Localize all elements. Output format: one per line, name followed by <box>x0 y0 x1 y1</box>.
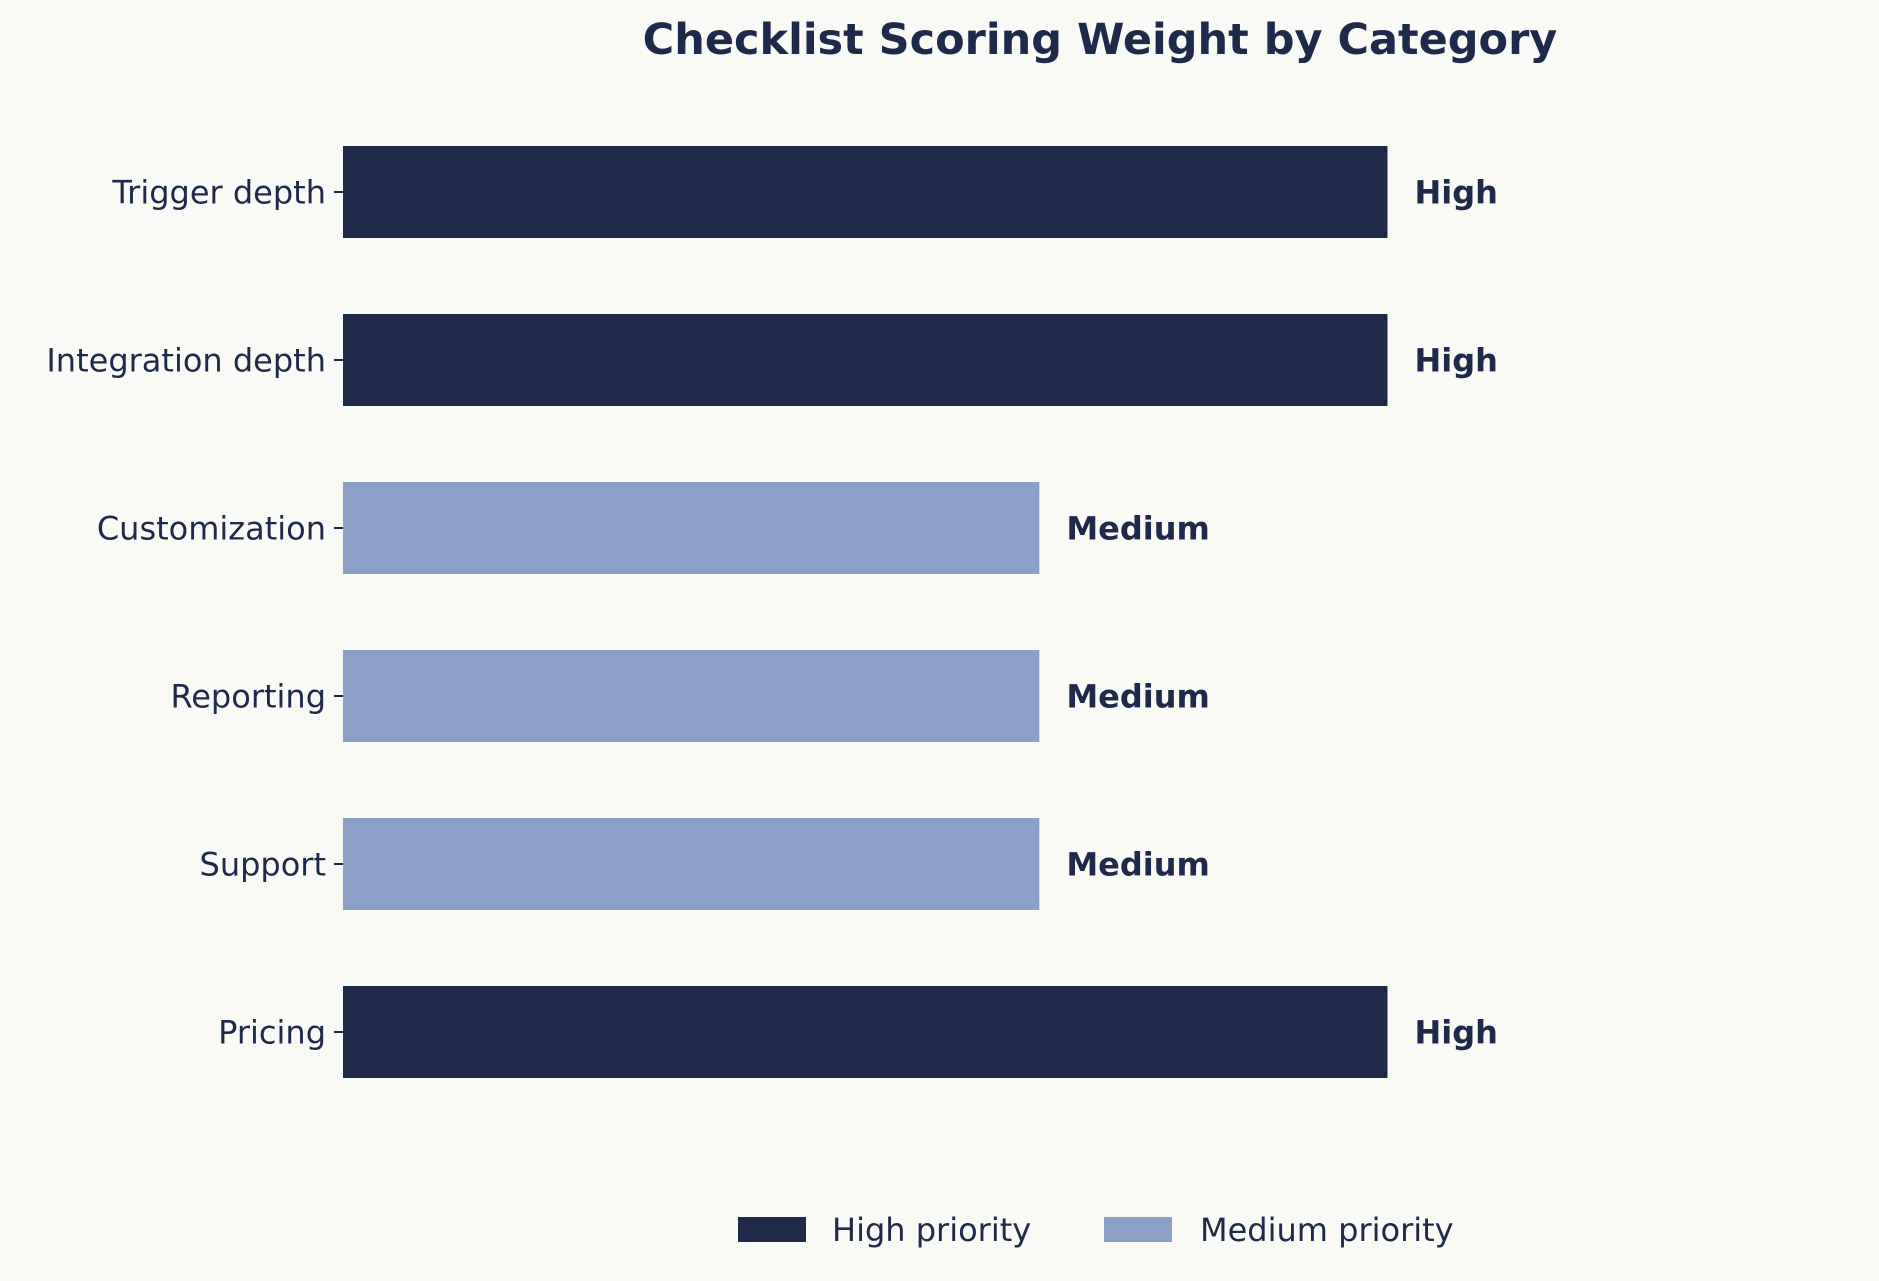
legend: High priority Medium priority <box>738 1211 1454 1249</box>
bar-trigger-depth <box>343 146 1388 238</box>
legend-label-high: High priority <box>832 1211 1031 1249</box>
bar-value-label-customization: Medium <box>1066 510 1210 548</box>
bar-value-label-support: Medium <box>1066 846 1210 884</box>
bar-support <box>343 818 1040 910</box>
y-tick-label-support: Support <box>200 846 327 884</box>
bar-reporting <box>343 650 1040 742</box>
legend-swatch-high <box>738 1217 806 1242</box>
bar-value-label-trigger-depth: High <box>1414 174 1497 212</box>
bar-value-label-pricing: High <box>1414 1014 1497 1052</box>
bar-value-labels: High High Medium Medium Medium High <box>1066 174 1498 1052</box>
y-tick-label-integration-depth: Integration depth <box>46 342 326 380</box>
y-tick-label-customization: Customization <box>97 510 326 548</box>
bar-pricing <box>343 986 1388 1078</box>
chart-title: Checklist Scoring Weight by Category <box>643 15 1558 65</box>
bar-integration-depth <box>343 314 1388 406</box>
y-axis-ticks <box>334 191 343 1033</box>
bar-customization <box>343 482 1040 574</box>
legend-label-medium: Medium priority <box>1200 1211 1454 1249</box>
y-tick-label-trigger-depth: Trigger depth <box>111 174 326 212</box>
y-tick-label-pricing: Pricing <box>218 1014 326 1052</box>
y-tick-label-reporting: Reporting <box>170 678 326 716</box>
bar-value-label-reporting: Medium <box>1066 678 1210 716</box>
bar-value-label-integration-depth: High <box>1414 342 1497 380</box>
bars <box>343 146 1388 1078</box>
y-axis-tick-labels: Trigger depth Integration depth Customizat… <box>46 174 326 1052</box>
legend-swatch-medium <box>1104 1217 1172 1242</box>
